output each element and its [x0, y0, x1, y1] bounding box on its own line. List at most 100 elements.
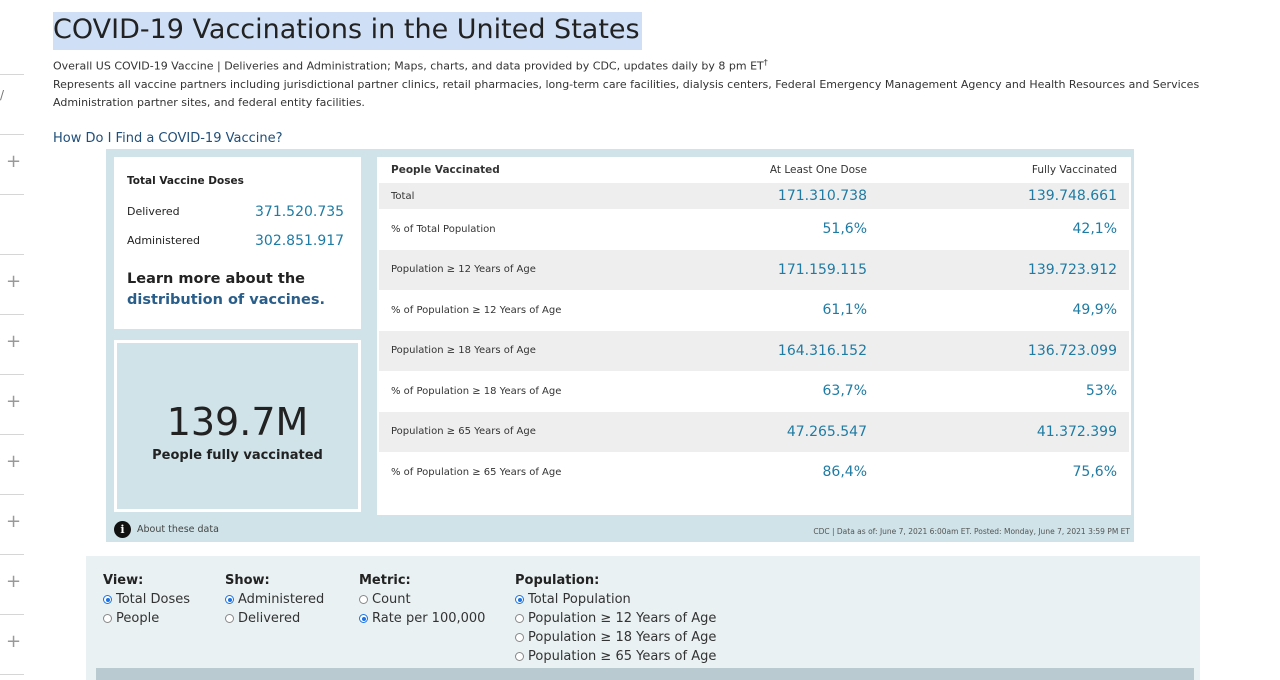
show-group: Show: Administered Delivered — [225, 573, 324, 628]
at-least-one-dose-value: 86,4% — [822, 464, 867, 481]
population-option-65-plus[interactable]: Population ≥ 65 Years of Age — [515, 647, 716, 666]
fully-vaccinated-number: 139.7M — [166, 400, 309, 444]
radio-icon[interactable] — [359, 595, 368, 604]
delivered-value: 371.520.735 — [255, 203, 345, 220]
fully-vaccinated-card: 139.7M People fully vaccinated — [114, 340, 361, 512]
table-row: % of Population ≥ 65 Years of Age 86,4% … — [379, 452, 1129, 493]
expand-plus-icon[interactable]: + — [6, 631, 22, 652]
map-controls: View: Total Doses People Show: Administe… — [86, 556, 1200, 680]
left-gutter: / + + + + + + + + — [0, 0, 24, 680]
radio-icon[interactable] — [515, 633, 524, 642]
fully-vaccinated-caption: People fully vaccinated — [152, 448, 323, 463]
at-least-one-dose-value: 171.310.738 — [649, 183, 879, 209]
radio-icon[interactable] — [515, 614, 524, 623]
at-least-one-dose-value: 63,7% — [822, 383, 867, 400]
at-least-one-dose-value: 61,1% — [822, 302, 867, 319]
radio-icon[interactable] — [515, 652, 524, 661]
row-label: Population ≥ 12 Years of Age — [379, 249, 649, 290]
population-option-18-plus[interactable]: Population ≥ 18 Years of Age — [515, 628, 716, 647]
header-fully-vaccinated: Fully Vaccinated — [1031, 164, 1117, 176]
radio-selected-icon[interactable] — [103, 595, 112, 604]
map-area-top — [96, 668, 1194, 680]
table-row: Population ≥ 65 Years of Age 47.265.547 … — [379, 411, 1129, 452]
distribution-link[interactable]: distribution of vaccines. — [127, 292, 325, 308]
expand-plus-icon[interactable]: + — [6, 391, 22, 412]
metric-option-count[interactable]: Count — [359, 590, 485, 609]
radio-icon[interactable] — [225, 614, 234, 623]
people-vaccinated-table: People Vaccinated At Least One Dose Full… — [379, 157, 1129, 493]
radio-selected-icon[interactable] — [515, 595, 524, 604]
fully-vaccinated-value: 42,1% — [1072, 221, 1117, 238]
gutter-divider — [0, 554, 24, 555]
expand-plus-icon[interactable]: + — [6, 151, 22, 172]
table-header-row: People Vaccinated At Least One Dose Full… — [379, 157, 1129, 183]
page-title: COVID-19 Vaccinations in the United Stat… — [53, 12, 642, 50]
view-option-total-doses[interactable]: Total Doses — [103, 590, 190, 609]
fully-vaccinated-value: 49,9% — [1072, 302, 1117, 319]
table-row: % of Total Population 51,6% 42,1% — [379, 209, 1129, 250]
at-least-one-dose-value: 47.265.547 — [649, 411, 879, 452]
gutter-divider — [0, 674, 24, 675]
gutter-divider — [0, 74, 24, 75]
gutter-divider — [0, 134, 24, 135]
expand-plus-icon[interactable]: + — [6, 271, 22, 292]
fully-vaccinated-value: 139.723.912 — [879, 249, 1129, 290]
row-label: % of Total Population — [391, 223, 496, 235]
delivered-row: Delivered 371.520.735 — [127, 197, 348, 226]
total-doses-card: Total Vaccine Doses Delivered 371.520.73… — [114, 157, 361, 329]
gutter-divider — [0, 494, 24, 495]
show-option-administered[interactable]: Administered — [225, 590, 324, 609]
expand-plus-icon[interactable]: + — [6, 511, 22, 532]
population-group: Population: Total Population Population … — [515, 573, 716, 666]
fully-vaccinated-value: 41.372.399 — [879, 411, 1129, 452]
fully-vaccinated-value: 139.748.661 — [879, 183, 1129, 209]
fully-vaccinated-value: 53% — [1085, 383, 1117, 400]
find-vaccine-link[interactable]: How Do I Find a COVID-19 Vaccine? — [53, 131, 283, 146]
row-label: Population ≥ 65 Years of Age — [379, 411, 649, 452]
gutter-divider — [0, 614, 24, 615]
delivered-label: Delivered — [127, 205, 180, 218]
about-data[interactable]: i About these data — [114, 521, 219, 538]
fully-vaccinated-value: 136.723.099 — [879, 330, 1129, 371]
radio-selected-icon[interactable] — [225, 595, 234, 604]
expand-plus-icon[interactable]: + — [6, 451, 22, 472]
at-least-one-dose-value: 171.159.115 — [649, 249, 879, 290]
row-label: Total — [379, 183, 649, 209]
show-option-delivered[interactable]: Delivered — [225, 609, 324, 628]
gutter-tick: / — [0, 88, 5, 102]
doses-heading: Total Vaccine Doses — [127, 175, 244, 187]
subtitle-line-2: Represents all vaccine partners includin… — [53, 77, 1200, 109]
expand-plus-icon[interactable]: + — [6, 331, 22, 352]
population-option-total[interactable]: Total Population — [515, 590, 716, 609]
show-label: Show: — [225, 573, 270, 588]
row-label: % of Population ≥ 65 Years of Age — [391, 466, 562, 478]
at-least-one-dose-value: 51,6% — [822, 221, 867, 238]
table-row: % of Population ≥ 12 Years of Age 61,1% … — [379, 290, 1129, 331]
expand-plus-icon[interactable]: + — [6, 571, 22, 592]
table-row: Total 171.310.738 139.748.661 — [379, 183, 1129, 209]
data-source-note: CDC | Data as of: June 7, 2021 6:00am ET… — [813, 527, 1130, 536]
learn-more-text: Learn more about the distribution of vac… — [127, 271, 325, 308]
info-icon[interactable]: i — [114, 521, 131, 538]
administered-label: Administered — [127, 234, 200, 247]
table-row: Population ≥ 12 Years of Age 171.159.115… — [379, 249, 1129, 290]
administered-row: Administered 302.851.917 — [127, 226, 348, 255]
population-option-12-plus[interactable]: Population ≥ 12 Years of Age — [515, 609, 716, 628]
row-label: % of Population ≥ 12 Years of Age — [391, 304, 562, 316]
people-vaccinated-table-container: People Vaccinated At Least One Dose Full… — [377, 157, 1131, 515]
subtitle-line-1: Overall US COVID-19 Vaccine | Deliveries… — [53, 58, 768, 73]
radio-icon[interactable] — [103, 614, 112, 623]
view-group: View: Total Doses People — [103, 573, 190, 628]
radio-selected-icon[interactable] — [359, 614, 368, 623]
gutter-divider — [0, 374, 24, 375]
metric-option-rate[interactable]: Rate per 100,000 — [359, 609, 485, 628]
at-least-one-dose-value: 164.316.152 — [649, 330, 879, 371]
view-option-people[interactable]: People — [103, 609, 190, 628]
population-label: Population: — [515, 573, 600, 588]
header-people-vaccinated: People Vaccinated — [391, 164, 500, 176]
page-subtitle: Overall US COVID-19 Vaccine | Deliveries… — [53, 54, 1233, 112]
table-row: Population ≥ 18 Years of Age 164.316.152… — [379, 330, 1129, 371]
row-label: % of Population ≥ 18 Years of Age — [391, 385, 562, 397]
gutter-divider — [0, 194, 24, 195]
about-data-label[interactable]: About these data — [137, 524, 219, 535]
